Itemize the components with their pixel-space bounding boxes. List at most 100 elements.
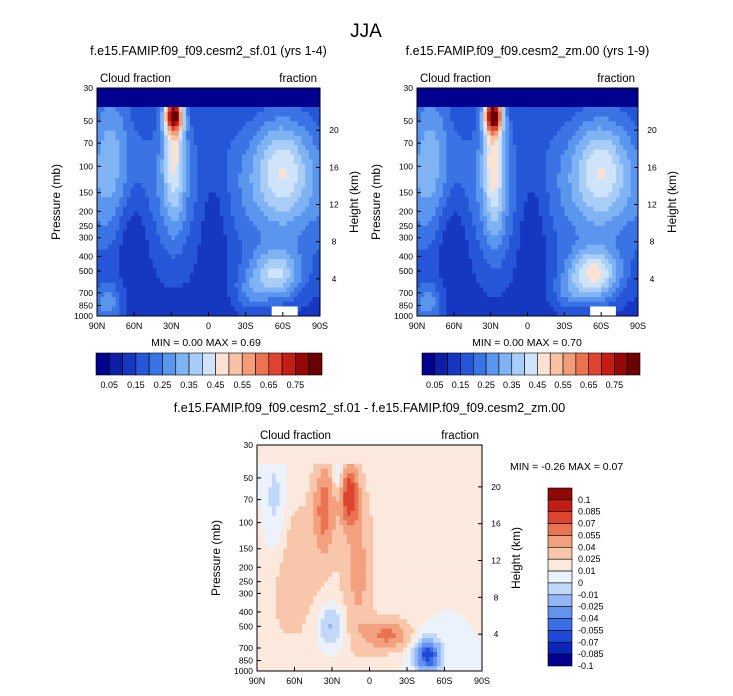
field-cell bbox=[178, 159, 183, 165]
field-cell bbox=[590, 244, 595, 250]
field-cell bbox=[293, 211, 299, 217]
field-cell bbox=[267, 126, 273, 132]
field-cell bbox=[186, 197, 191, 203]
field-cell bbox=[204, 92, 209, 98]
field-cell bbox=[582, 235, 587, 241]
field-cell bbox=[245, 197, 250, 203]
field-cell bbox=[219, 197, 224, 203]
field-cell bbox=[219, 306, 224, 312]
field-cell bbox=[241, 221, 247, 227]
field-cell bbox=[501, 121, 506, 127]
field-cell bbox=[568, 164, 573, 170]
field-cell bbox=[189, 287, 195, 293]
field-cell bbox=[282, 135, 288, 141]
field-cell bbox=[542, 221, 547, 227]
field-cell bbox=[115, 92, 120, 98]
field-cell bbox=[123, 187, 128, 193]
field-cell bbox=[145, 301, 150, 307]
field-cell bbox=[126, 287, 131, 293]
field-cell bbox=[534, 149, 540, 155]
field-cell bbox=[145, 254, 150, 260]
field-cell bbox=[267, 301, 273, 307]
field-cell bbox=[634, 102, 639, 108]
field-cell bbox=[316, 149, 321, 155]
field-cell bbox=[542, 230, 547, 236]
field-cell bbox=[253, 130, 258, 136]
field-cell bbox=[472, 240, 477, 246]
field-cell bbox=[308, 102, 314, 108]
field-cell bbox=[241, 159, 247, 165]
field-cell bbox=[175, 263, 180, 269]
field-cell bbox=[189, 254, 195, 260]
field-cell bbox=[305, 273, 310, 279]
field-cell bbox=[223, 254, 228, 260]
field-cell bbox=[197, 168, 202, 174]
field-cell bbox=[472, 192, 477, 198]
field-cell bbox=[520, 145, 525, 151]
field-cell bbox=[634, 216, 639, 222]
field-cell bbox=[245, 135, 250, 141]
field-cell bbox=[97, 178, 102, 184]
field-cell bbox=[201, 149, 206, 155]
field-cell bbox=[461, 221, 466, 227]
field-cell bbox=[115, 287, 120, 293]
field-cell bbox=[134, 187, 139, 193]
field-cell bbox=[534, 88, 540, 94]
field-cell bbox=[457, 173, 462, 179]
field-cell bbox=[160, 173, 165, 179]
field-cell bbox=[428, 173, 433, 179]
field-cell bbox=[130, 159, 135, 165]
field-cell bbox=[260, 88, 265, 94]
field-cell bbox=[204, 206, 209, 212]
field-cell bbox=[523, 164, 528, 170]
field-cell bbox=[208, 107, 213, 113]
field-cell bbox=[446, 116, 451, 122]
field-cell bbox=[141, 178, 146, 184]
field-cell bbox=[586, 211, 591, 217]
field-cell bbox=[312, 202, 317, 208]
field-cell bbox=[305, 206, 310, 212]
field-cell bbox=[553, 206, 558, 212]
field-cell bbox=[271, 121, 276, 127]
field-cell bbox=[253, 187, 258, 193]
field-cell bbox=[556, 221, 562, 227]
field-cell bbox=[509, 159, 514, 165]
field-cell bbox=[527, 235, 532, 241]
field-cell bbox=[279, 254, 284, 260]
field-cell bbox=[293, 301, 299, 307]
field-cell bbox=[152, 306, 157, 312]
field-cell bbox=[483, 197, 488, 203]
field-cell bbox=[119, 225, 124, 231]
field-cell bbox=[490, 240, 495, 246]
field-cell bbox=[167, 297, 172, 303]
field-cell bbox=[264, 268, 269, 274]
field-cell bbox=[219, 111, 224, 117]
field-cell bbox=[534, 206, 540, 212]
field-cell bbox=[119, 192, 124, 198]
field-cell bbox=[178, 192, 183, 198]
field-cell bbox=[97, 92, 102, 98]
field-cell bbox=[212, 88, 217, 94]
field-cell bbox=[119, 221, 124, 227]
field-cell bbox=[542, 140, 547, 146]
field-cell bbox=[431, 135, 436, 141]
field-cell bbox=[178, 268, 183, 274]
field-cell bbox=[534, 140, 540, 146]
field-cell bbox=[115, 230, 120, 236]
field-cell bbox=[238, 92, 243, 98]
field-cell bbox=[256, 216, 262, 222]
field-cell bbox=[275, 306, 280, 312]
field-cell bbox=[483, 216, 488, 222]
field-cell bbox=[420, 197, 425, 203]
field-cell bbox=[316, 206, 321, 212]
field-cell bbox=[468, 202, 473, 208]
field-cell bbox=[108, 173, 113, 179]
field-cell bbox=[516, 107, 521, 113]
field-cell bbox=[498, 211, 503, 217]
field-cell bbox=[290, 102, 295, 108]
field-cell bbox=[123, 145, 128, 151]
y-tick-label: 300 bbox=[79, 233, 93, 243]
field-cell bbox=[215, 187, 221, 193]
field-cell bbox=[579, 235, 584, 241]
field-cell bbox=[634, 221, 639, 227]
